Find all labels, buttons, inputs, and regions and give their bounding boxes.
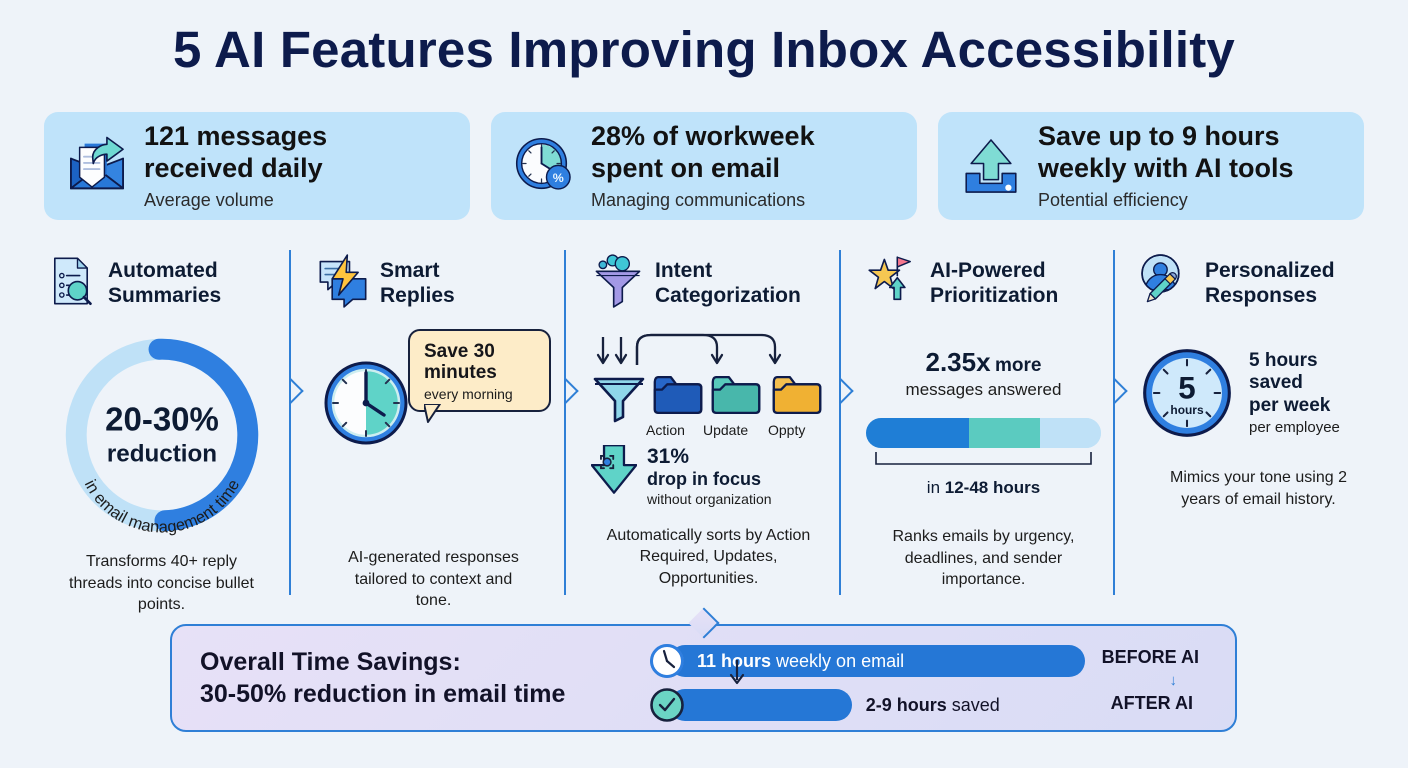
svg-text:5: 5	[1178, 371, 1195, 406]
svg-text:hours: hours	[1170, 403, 1204, 417]
svg-text:%: %	[553, 171, 564, 185]
svg-text:20-30%: 20-30%	[105, 401, 219, 438]
svg-text:reduction: reduction	[106, 440, 216, 467]
